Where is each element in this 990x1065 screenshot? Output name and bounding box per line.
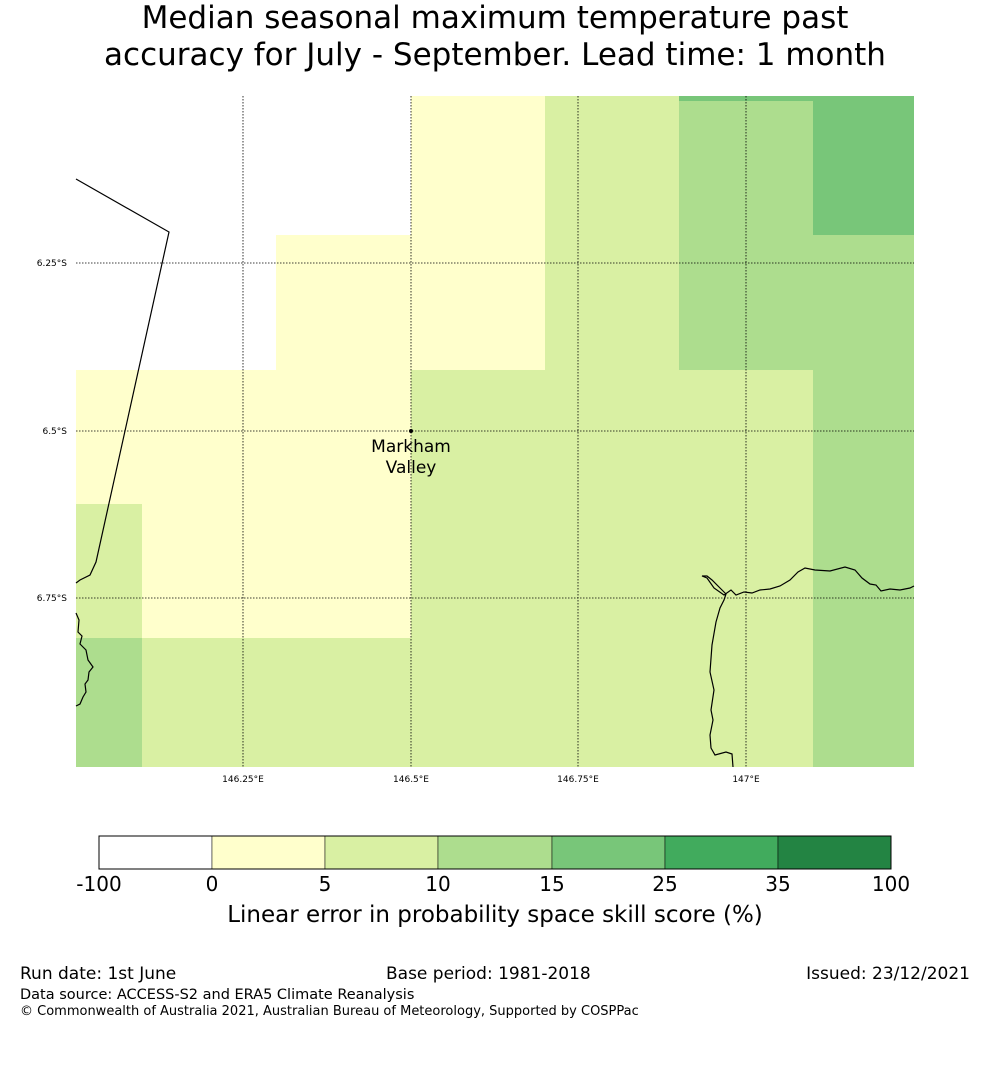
colorbar-swatch xyxy=(98,835,213,870)
coastline-west xyxy=(75,612,94,707)
grid-cell xyxy=(276,235,411,370)
colorbar-tick-label: 35 xyxy=(765,872,790,896)
location-markham-valley: Markham Valley xyxy=(371,429,451,478)
colorbar-swatch xyxy=(211,835,326,870)
colorbar-frame xyxy=(98,835,892,870)
grid-cell xyxy=(411,96,545,370)
location-name-line-1: Markham xyxy=(371,437,451,457)
grid-cell xyxy=(813,96,914,235)
colorbar-tick-label: 25 xyxy=(652,872,677,896)
grid-cell xyxy=(679,96,813,101)
lon-tick-label: 147°E xyxy=(732,775,760,785)
issued-date: Issued: 23/12/2021 xyxy=(806,964,970,984)
grid-cell xyxy=(813,235,914,767)
copyright: © Commonwealth of Australia 2021, Austra… xyxy=(20,1004,639,1019)
colorbar-tick-label: 100 xyxy=(872,872,910,896)
skill-grid xyxy=(76,96,914,767)
coastline-east xyxy=(701,566,915,768)
lon-tick-label: 146.5°E xyxy=(393,775,429,785)
colorbar-tick-label: -100 xyxy=(76,872,121,896)
grid-cell xyxy=(76,370,411,504)
colorbar-swatch xyxy=(551,835,666,870)
lat-tick-label: 6.25°S xyxy=(37,259,68,269)
grid-cell xyxy=(76,504,142,638)
colorbar-tick-label: 15 xyxy=(539,872,564,896)
border-line xyxy=(75,178,170,584)
colorbar-label: Linear error in probability space skill … xyxy=(227,902,763,928)
lat-tick-label: 6.75°S xyxy=(37,594,68,604)
grid-cell xyxy=(142,638,411,767)
colorbar-swatch xyxy=(664,835,779,870)
colorbar-tick-label: 5 xyxy=(319,872,332,896)
colorbar: -100 0 5 10 15 25 35 100 xyxy=(76,835,910,896)
grid-cell xyxy=(76,638,142,767)
title-line-2: accuracy for July - September. Lead time… xyxy=(104,37,886,73)
coastlines xyxy=(75,178,915,768)
lon-tick-label: 146.25°E xyxy=(222,775,264,785)
colorbar-tick-label: 0 xyxy=(206,872,219,896)
grid-cell xyxy=(411,370,813,767)
base-period: Base period: 1981-2018 xyxy=(386,964,591,984)
colorbar-swatch xyxy=(437,835,553,870)
colorbar-swatch xyxy=(777,835,892,870)
tick-labels: 146.25°E 146.5°E 146.75°E 147°E 6.25°S 6… xyxy=(37,259,760,785)
lat-tick-label: 6.5°S xyxy=(42,427,67,437)
colorbar-swatch xyxy=(324,835,439,870)
title-line-1: Median seasonal maximum temperature past xyxy=(141,0,849,36)
grid-cell xyxy=(142,504,411,638)
colorbar-tick-label: 10 xyxy=(425,872,450,896)
location-name-line-2: Valley xyxy=(386,458,437,478)
location-dot xyxy=(409,429,413,433)
grid-cell xyxy=(545,96,679,370)
lon-tick-label: 146.75°E xyxy=(557,775,599,785)
gridlines xyxy=(76,96,914,767)
data-source: Data source: ACCESS-S2 and ERA5 Climate … xyxy=(20,987,415,1003)
chart-title: Median seasonal maximum temperature past… xyxy=(0,0,990,74)
run-date: Run date: 1st June xyxy=(20,964,177,984)
